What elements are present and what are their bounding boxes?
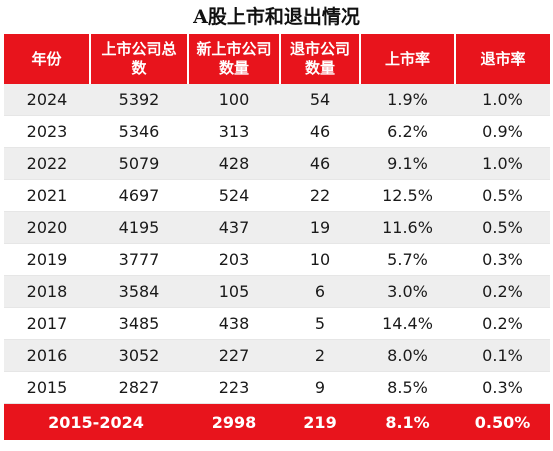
cell-year: 2022 [4, 147, 90, 180]
cell-total-listed: 2827 [90, 371, 188, 404]
cell-listing-rate: 8.5% [360, 371, 455, 404]
cell-delistings: 9 [280, 371, 360, 404]
cell-total-listed: 3485 [90, 307, 188, 340]
cell-delisting-rate: 0.9% [455, 115, 550, 148]
cell-delistings: 19 [280, 211, 360, 244]
cell-new-listings: 100 [188, 84, 280, 116]
cell-new-listings: 313 [188, 115, 280, 148]
cell-new-listings: 437 [188, 211, 280, 244]
cell-new-listings: 227 [188, 339, 280, 372]
listing-stats-table: 年份 上市公司总数 新上市公司数量 退市公司数量 上市率 退市率 2024 53… [4, 34, 550, 440]
table-row: 2018 3584 105 6 3.0% 0.2% [4, 275, 550, 308]
table-row: 2016 3052 227 2 8.0% 0.1% [4, 339, 550, 372]
cell-new-listings: 223 [188, 371, 280, 404]
cell-year: 2015 [4, 371, 90, 404]
cell-new-listings: 438 [188, 307, 280, 340]
table-row: 2019 3777 203 10 5.7% 0.3% [4, 243, 550, 276]
cell-total-listed: 5079 [90, 147, 188, 180]
cell-delistings: 46 [280, 115, 360, 148]
header-row: 年份 上市公司总数 新上市公司数量 退市公司数量 上市率 退市率 [4, 34, 550, 84]
cell-year: 2021 [4, 179, 90, 212]
cell-listing-rate: 5.7% [360, 243, 455, 276]
cell-listing-rate: 9.1% [360, 147, 455, 180]
table-row: 2020 4195 437 19 11.6% 0.5% [4, 211, 550, 244]
summary-listing-rate: 8.1% [360, 403, 455, 440]
cell-year: 2020 [4, 211, 90, 244]
cell-delistings: 54 [280, 84, 360, 116]
cell-total-listed: 5346 [90, 115, 188, 148]
cell-delisting-rate: 0.2% [455, 307, 550, 340]
cell-listing-rate: 14.4% [360, 307, 455, 340]
cell-listing-rate: 3.0% [360, 275, 455, 308]
header-new-listings: 新上市公司数量 [188, 34, 281, 84]
header-delisting-rate: 退市率 [455, 34, 550, 84]
table-row: 2023 5346 313 46 6.2% 0.9% [4, 115, 550, 148]
summary-period-label: 2015-2024 [4, 403, 188, 440]
summary-new-listings: 2998 [188, 403, 280, 440]
table-row: 2024 5392 100 54 1.9% 1.0% [4, 84, 550, 116]
table-title: A股上市和退出情况 [193, 6, 360, 28]
header-delistings: 退市公司数量 [280, 34, 361, 84]
table-row: 2021 4697 524 22 12.5% 0.5% [4, 179, 550, 212]
header-year: 年份 [4, 34, 91, 84]
cell-total-listed: 3584 [90, 275, 188, 308]
cell-total-listed: 3777 [90, 243, 188, 276]
cell-total-listed: 3052 [90, 339, 188, 372]
summary-row: 2015-2024 2998 219 8.1% 0.50% [4, 403, 550, 440]
cell-new-listings: 524 [188, 179, 280, 212]
cell-year: 2018 [4, 275, 90, 308]
cell-delistings: 2 [280, 339, 360, 372]
cell-delisting-rate: 0.1% [455, 339, 550, 372]
cell-listing-rate: 8.0% [360, 339, 455, 372]
cell-delisting-rate: 0.5% [455, 211, 550, 244]
cell-listing-rate: 11.6% [360, 211, 455, 244]
cell-year: 2024 [4, 84, 90, 116]
summary-delistings: 219 [280, 403, 360, 440]
cell-delistings: 10 [280, 243, 360, 276]
cell-total-listed: 4195 [90, 211, 188, 244]
summary-delisting-rate: 0.50% [455, 403, 550, 440]
table-row: 2015 2827 223 9 8.5% 0.3% [4, 371, 550, 404]
table-row: 2022 5079 428 46 9.1% 1.0% [4, 147, 550, 180]
cell-year: 2023 [4, 115, 90, 148]
cell-year: 2016 [4, 339, 90, 372]
cell-delisting-rate: 1.0% [455, 147, 550, 180]
header-total-listed: 上市公司总数 [90, 34, 189, 84]
cell-listing-rate: 1.9% [360, 84, 455, 116]
cell-year: 2019 [4, 243, 90, 276]
cell-delistings: 6 [280, 275, 360, 308]
cell-delisting-rate: 0.3% [455, 243, 550, 276]
cell-total-listed: 4697 [90, 179, 188, 212]
cell-delistings: 5 [280, 307, 360, 340]
cell-listing-rate: 12.5% [360, 179, 455, 212]
header-listing-rate: 上市率 [360, 34, 456, 84]
cell-delisting-rate: 1.0% [455, 84, 550, 116]
cell-listing-rate: 6.2% [360, 115, 455, 148]
cell-new-listings: 105 [188, 275, 280, 308]
cell-delistings: 22 [280, 179, 360, 212]
cell-delistings: 46 [280, 147, 360, 180]
cell-delisting-rate: 0.3% [455, 371, 550, 404]
table-row: 2017 3485 438 5 14.4% 0.2% [4, 307, 550, 340]
cell-new-listings: 428 [188, 147, 280, 180]
cell-new-listings: 203 [188, 243, 280, 276]
cell-delisting-rate: 0.2% [455, 275, 550, 308]
cell-delisting-rate: 0.5% [455, 179, 550, 212]
cell-total-listed: 5392 [90, 84, 188, 116]
cell-year: 2017 [4, 307, 90, 340]
